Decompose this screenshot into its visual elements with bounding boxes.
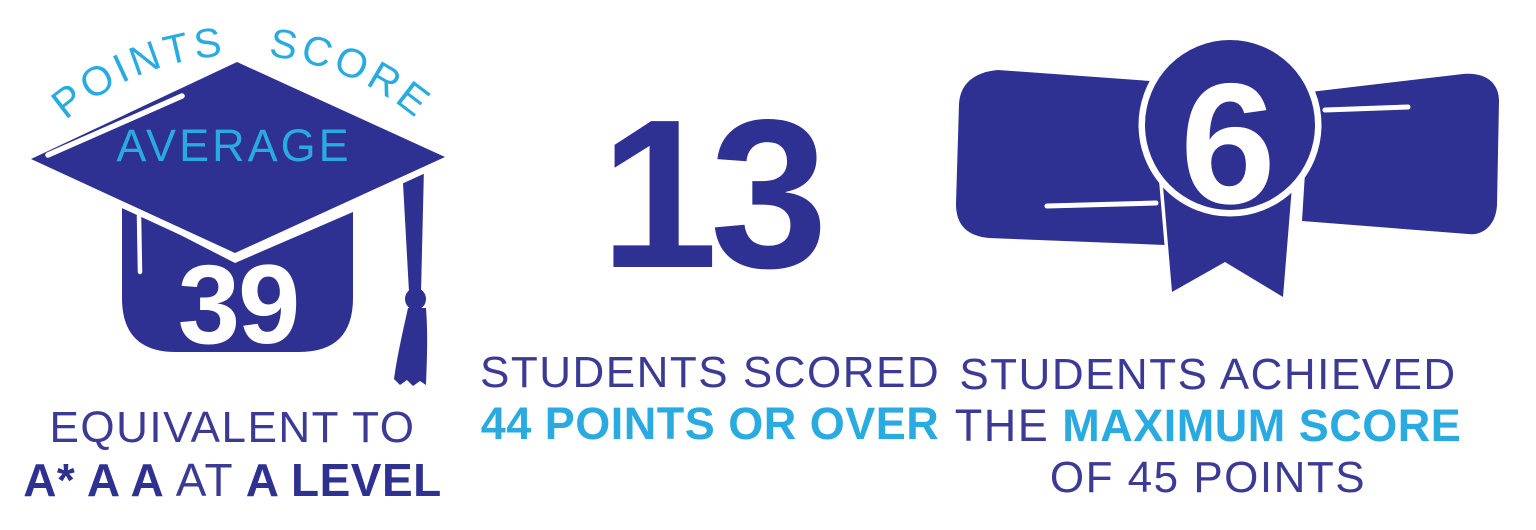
- average-caption-line2: A* A A AT A LEVEL: [5, 453, 460, 507]
- maximum-score-bold: MAXIMUM SCORE: [1062, 400, 1462, 451]
- average-points-value: 39: [178, 242, 299, 367]
- grades-bold: A* A A: [23, 454, 163, 506]
- mortarboard-shape: [24, 55, 452, 260]
- average-label: AVERAGE: [116, 120, 351, 171]
- students-44-plus-caption: STUDENTS SCORED 44 POINTS OR OVER: [480, 347, 940, 450]
- max-score-value: 6: [1180, 48, 1276, 240]
- mortarboard-highlight: [45, 93, 185, 158]
- graduation-cap-icon: POINTS SCORE AVERAGE 39: [24, 18, 452, 386]
- cap-bowl-highlight: [136, 213, 143, 275]
- of-45-points-label: OF 45 POINTS: [1049, 453, 1367, 502]
- tassel-knob: [405, 288, 426, 310]
- scroll-left-highlight: [1044, 200, 1159, 209]
- cap-bowl-shape: [122, 205, 353, 352]
- points-or-over-label: 44 POINTS OR OVER: [480, 398, 940, 449]
- maximum-score-label: THE MAXIMUM SCORE: [948, 400, 1468, 452]
- grades-connector: AT: [175, 454, 235, 506]
- a-level-bold: A LEVEL: [245, 454, 442, 506]
- the-connector: THE: [954, 400, 1050, 451]
- maximum-score-caption: STUDENTS ACHIEVED THE MAXIMUM SCORE OF 4…: [948, 349, 1468, 503]
- scroll-right-highlight: [1322, 104, 1411, 113]
- average-caption-line1: EQUIVALENT TO: [49, 403, 416, 452]
- tassel-cord: [402, 165, 424, 293]
- diploma-scroll-icon: 6: [956, 33, 1499, 303]
- tassel-fringe: [394, 308, 428, 386]
- scroll-right-roll: [1302, 73, 1499, 235]
- students-scored-label: STUDENTS SCORED: [480, 348, 941, 397]
- students-44-plus-value: 13: [600, 75, 828, 312]
- average-caption: EQUIVALENT TO A* A A AT A LEVEL: [5, 402, 460, 507]
- students-achieved-label: STUDENTS ACHIEVED: [959, 350, 1457, 399]
- medal-rosette: [1138, 33, 1322, 217]
